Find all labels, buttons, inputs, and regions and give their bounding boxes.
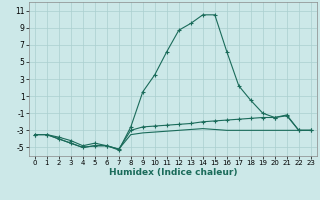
- X-axis label: Humidex (Indice chaleur): Humidex (Indice chaleur): [108, 168, 237, 177]
